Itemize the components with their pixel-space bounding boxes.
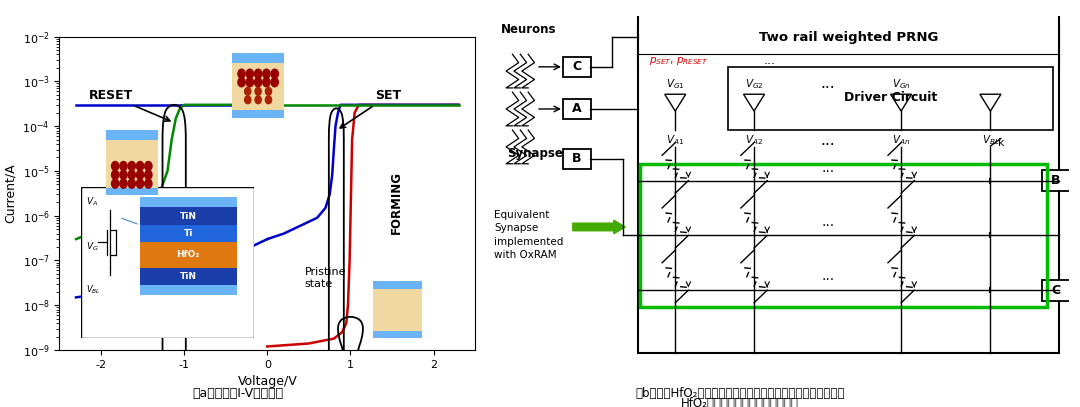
Text: Synapse: Synapse bbox=[508, 147, 563, 160]
Text: Ti: Ti bbox=[184, 229, 193, 238]
Bar bbox=[638, 25, 1058, 67]
Circle shape bbox=[111, 170, 119, 179]
Bar bbox=[139, 243, 237, 267]
Circle shape bbox=[129, 179, 135, 188]
Text: C: C bbox=[572, 60, 582, 73]
Bar bbox=[139, 197, 237, 207]
Circle shape bbox=[255, 88, 261, 95]
Bar bbox=[639, 164, 1047, 307]
Text: $V_G$: $V_G$ bbox=[86, 241, 99, 254]
Text: ...: ... bbox=[821, 76, 835, 91]
Circle shape bbox=[136, 179, 144, 188]
Text: ...: ... bbox=[821, 269, 834, 283]
Text: ...: ... bbox=[821, 133, 835, 148]
Circle shape bbox=[262, 78, 270, 87]
Circle shape bbox=[145, 162, 152, 171]
Bar bbox=[373, 281, 422, 289]
Polygon shape bbox=[743, 94, 765, 111]
Circle shape bbox=[120, 170, 127, 179]
Polygon shape bbox=[891, 94, 912, 111]
Text: ...: ... bbox=[821, 215, 834, 229]
FancyBboxPatch shape bbox=[563, 57, 591, 77]
Bar bbox=[106, 188, 158, 195]
Text: $p_{SET}$, $p_{RESET}$: $p_{SET}$, $p_{RESET}$ bbox=[649, 55, 708, 66]
Circle shape bbox=[255, 69, 261, 78]
Text: TiN: TiN bbox=[179, 212, 197, 221]
Circle shape bbox=[255, 96, 261, 104]
Bar bbox=[373, 331, 422, 338]
Text: SET: SET bbox=[340, 89, 402, 128]
FancyBboxPatch shape bbox=[563, 99, 591, 119]
Polygon shape bbox=[665, 94, 686, 111]
Text: （a）器件的I-V电学特性: （a）器件的I-V电学特性 bbox=[192, 387, 283, 400]
X-axis label: Voltage/V: Voltage/V bbox=[238, 375, 297, 388]
Text: $V_{G1}$: $V_{G1}$ bbox=[666, 77, 685, 91]
Text: C: C bbox=[1052, 284, 1061, 297]
Text: $V_{G2}$: $V_{G2}$ bbox=[745, 77, 764, 91]
Text: （b）基于HfO₂忆阻器的突触实现卷积核的示意图（同一行上的: （b）基于HfO₂忆阻器的突触实现卷积核的示意图（同一行上的 bbox=[635, 387, 845, 400]
Bar bbox=[638, 4, 1058, 353]
Circle shape bbox=[245, 96, 251, 104]
Bar bbox=[106, 130, 158, 140]
FancyArrow shape bbox=[572, 220, 625, 234]
Circle shape bbox=[255, 78, 261, 87]
Circle shape bbox=[266, 88, 271, 95]
Bar bbox=[139, 267, 237, 285]
Text: RESET: RESET bbox=[89, 89, 170, 121]
Circle shape bbox=[246, 69, 254, 78]
Text: TiN: TiN bbox=[179, 272, 197, 281]
Text: $V_{BL}$: $V_{BL}$ bbox=[982, 133, 999, 147]
Circle shape bbox=[136, 162, 144, 171]
Circle shape bbox=[136, 170, 144, 179]
Circle shape bbox=[145, 170, 152, 179]
Circle shape bbox=[120, 162, 127, 171]
Text: k: k bbox=[998, 138, 1004, 148]
Text: Equivalent
Synapse
implemented
with OxRAM: Equivalent Synapse implemented with OxRA… bbox=[494, 210, 564, 260]
Circle shape bbox=[145, 179, 152, 188]
Text: ...: ... bbox=[821, 161, 834, 175]
Circle shape bbox=[271, 69, 279, 78]
Bar bbox=[728, 67, 1053, 130]
Text: $V_{A2}$: $V_{A2}$ bbox=[745, 133, 762, 147]
Circle shape bbox=[271, 78, 279, 87]
Bar bbox=[139, 225, 237, 243]
Bar bbox=[139, 207, 237, 225]
Text: HfO₂忆阻器实现一个等效的突触）: HfO₂忆阻器实现一个等效的突触） bbox=[680, 397, 799, 407]
Y-axis label: Current/A: Current/A bbox=[4, 164, 17, 223]
Circle shape bbox=[262, 69, 270, 78]
Text: $V_{A1}$: $V_{A1}$ bbox=[666, 133, 685, 147]
Text: $V_{An}$: $V_{An}$ bbox=[892, 133, 910, 147]
Text: $V_{Gn}$: $V_{Gn}$ bbox=[892, 77, 910, 91]
Circle shape bbox=[111, 162, 119, 171]
Polygon shape bbox=[980, 94, 1001, 111]
FancyBboxPatch shape bbox=[1042, 170, 1070, 191]
Circle shape bbox=[238, 69, 245, 78]
Text: FORMING: FORMING bbox=[390, 171, 403, 234]
Circle shape bbox=[111, 179, 119, 188]
Text: HfO₂: HfO₂ bbox=[176, 250, 200, 260]
Text: $V_A$: $V_A$ bbox=[86, 196, 98, 208]
Bar bbox=[232, 53, 284, 63]
Circle shape bbox=[245, 88, 251, 95]
Text: ...: ... bbox=[764, 54, 775, 67]
Circle shape bbox=[266, 96, 271, 104]
Text: Pristine
state: Pristine state bbox=[305, 267, 347, 289]
Circle shape bbox=[129, 162, 135, 171]
FancyBboxPatch shape bbox=[563, 149, 591, 169]
Circle shape bbox=[246, 78, 254, 87]
Text: Two rail weighted PRNG: Two rail weighted PRNG bbox=[759, 31, 939, 44]
Circle shape bbox=[238, 78, 245, 87]
Text: $V_{BL}$: $V_{BL}$ bbox=[86, 284, 100, 296]
FancyBboxPatch shape bbox=[1042, 280, 1070, 301]
Text: A: A bbox=[572, 103, 582, 116]
Bar bbox=[232, 110, 284, 118]
Circle shape bbox=[129, 170, 135, 179]
Text: B: B bbox=[1051, 174, 1061, 187]
Text: B: B bbox=[572, 152, 582, 165]
Text: Driver Circuit: Driver Circuit bbox=[843, 91, 937, 104]
Text: Neurons: Neurons bbox=[500, 23, 556, 36]
Circle shape bbox=[120, 179, 127, 188]
Bar bbox=[139, 285, 237, 295]
